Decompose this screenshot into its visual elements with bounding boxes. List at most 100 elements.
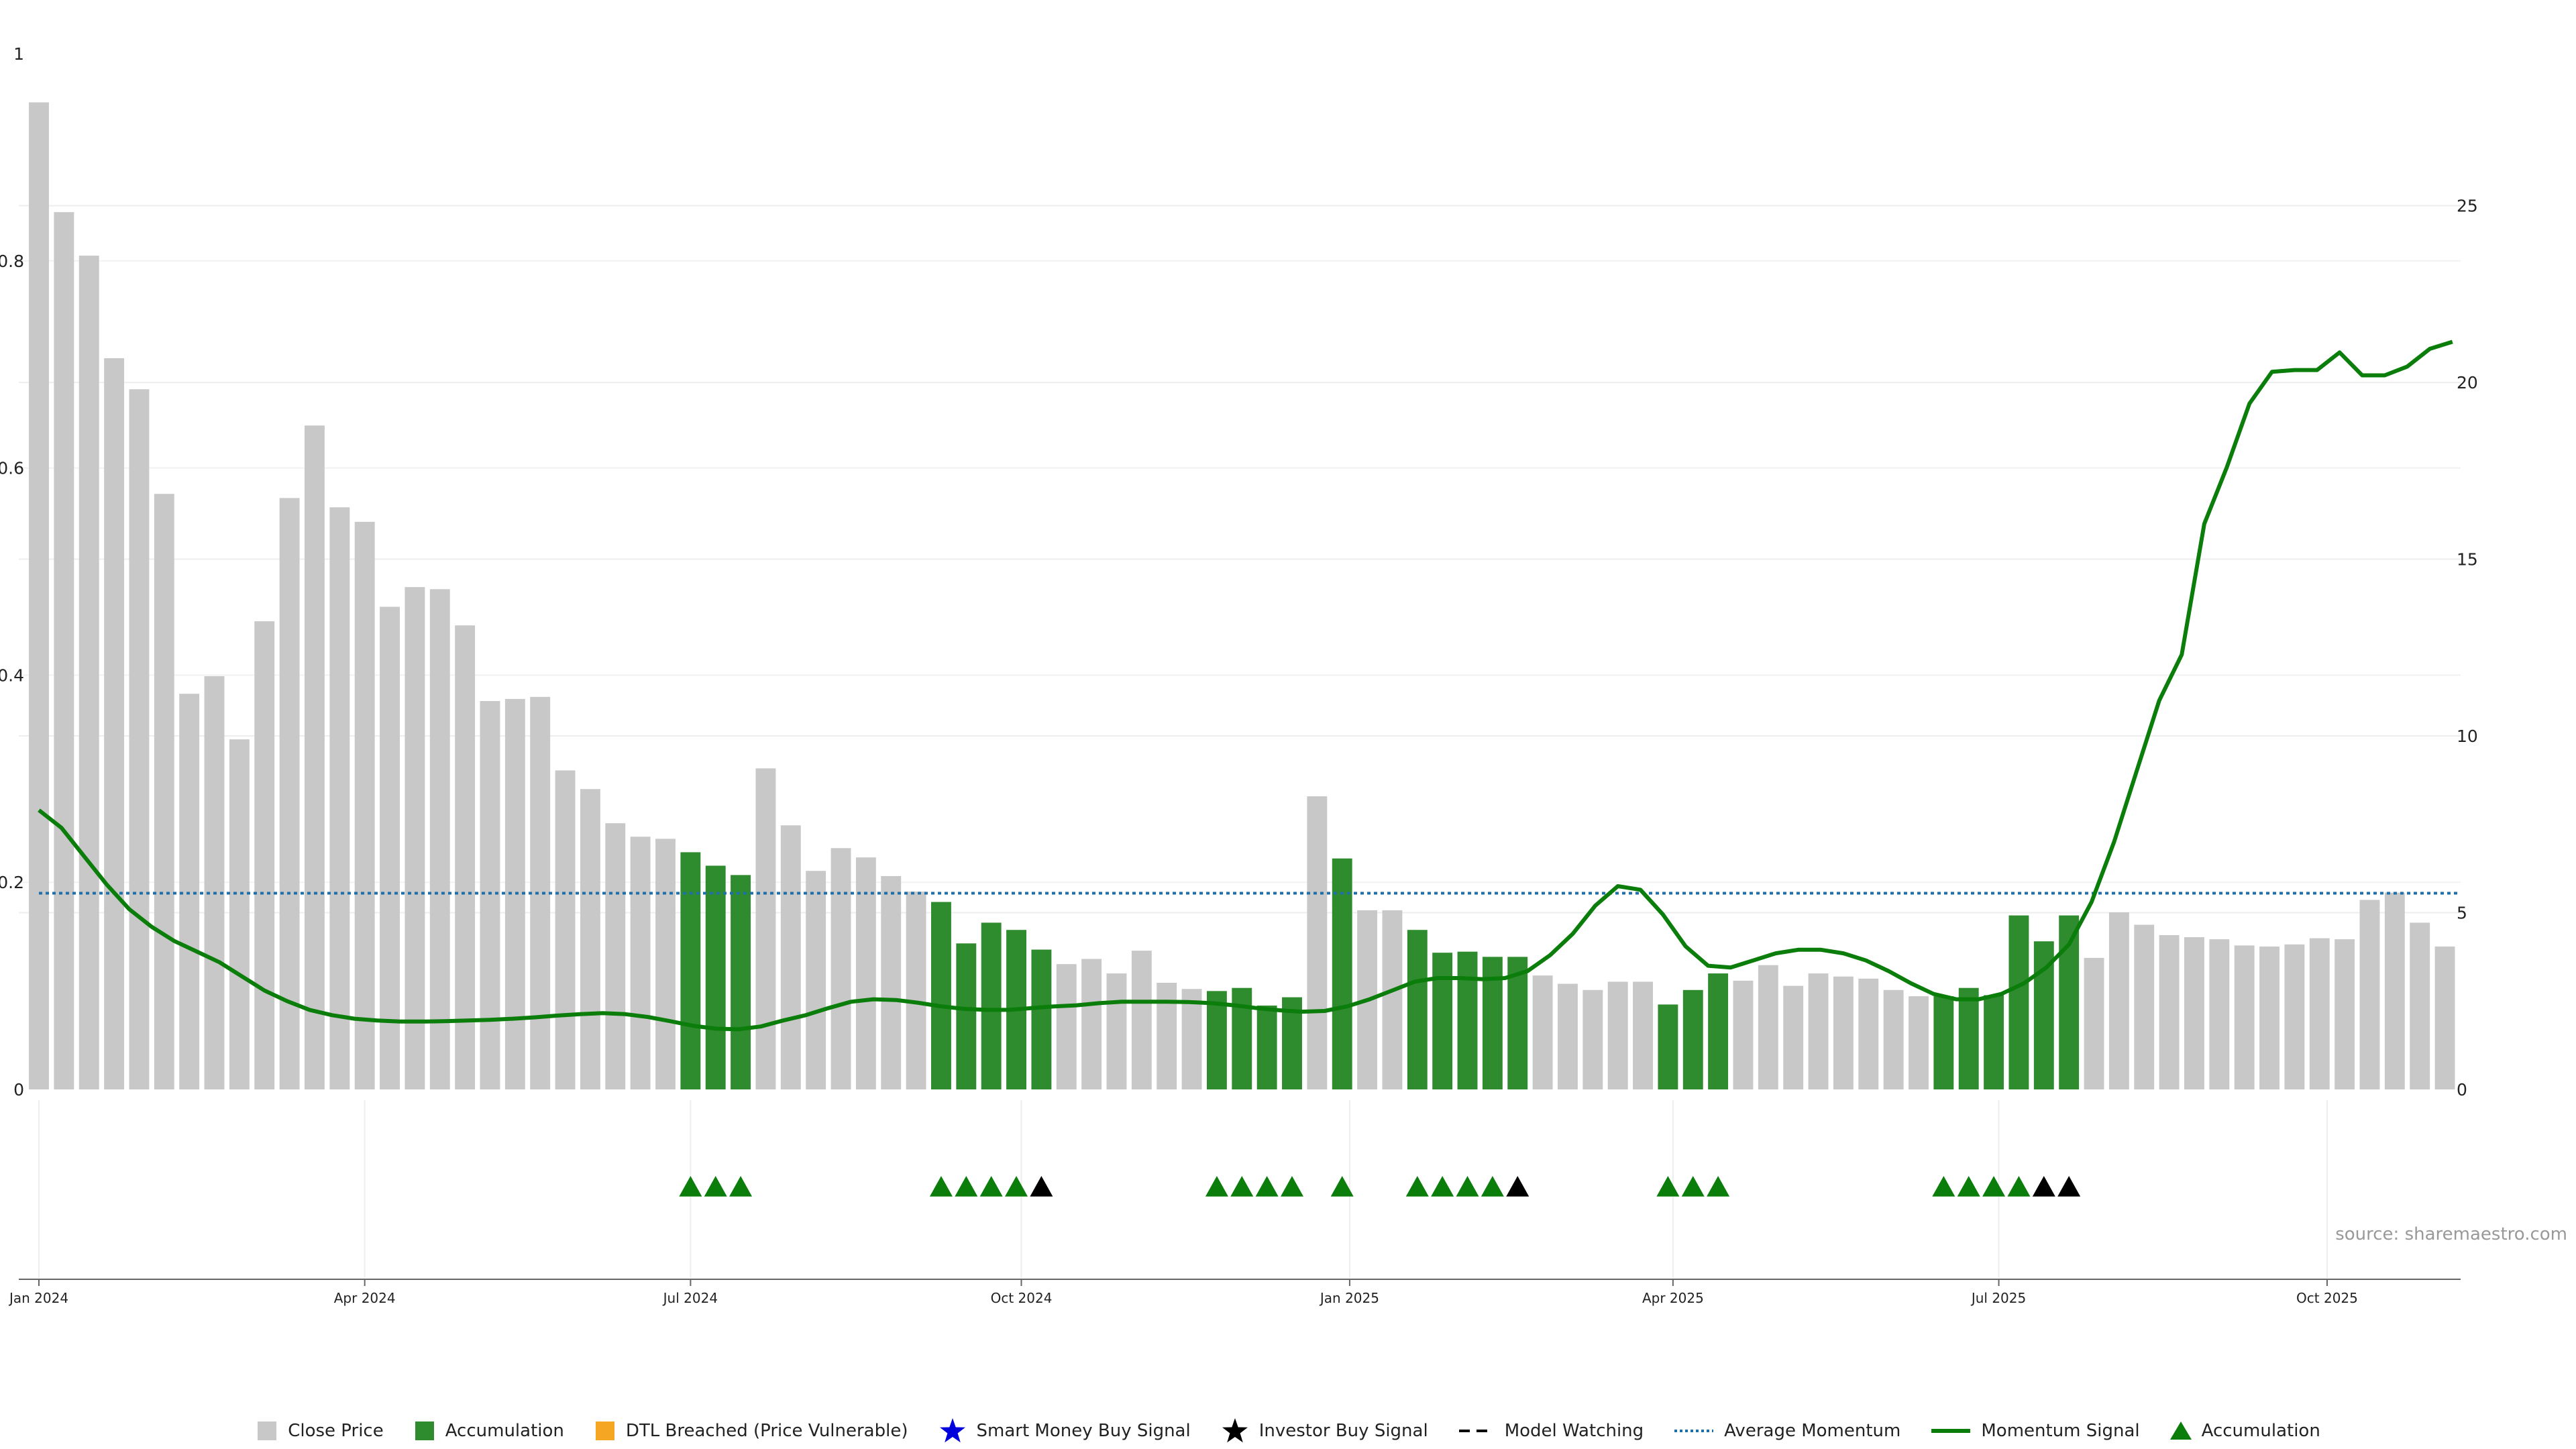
accumulation-signal-marker: [729, 1176, 753, 1197]
investor-signal-marker: [2032, 1176, 2055, 1197]
close-price-bar: [154, 494, 174, 1089]
close-price-bar: [1582, 989, 1603, 1089]
accumulation-signal-marker: [1205, 1176, 1228, 1197]
x-tick-label: Apr 2024: [334, 1290, 396, 1306]
close-price-bar: [305, 425, 325, 1089]
close-price-bar: [1307, 796, 1328, 1089]
legend-label: Average Momentum: [1724, 1421, 1901, 1441]
close-price-bar: [1858, 978, 1879, 1089]
accumulation-signal-marker: [2007, 1176, 2031, 1197]
close-price-bar: [54, 212, 74, 1090]
close-price-bar: [830, 848, 851, 1089]
accumulation-signal-marker: [1481, 1176, 1504, 1197]
close-price-bar: [455, 625, 476, 1089]
close-price-bar: [2384, 892, 2405, 1089]
close-price-bar: [279, 498, 300, 1089]
close-price-bar: [655, 839, 676, 1089]
x-tick-label: Oct 2024: [991, 1290, 1053, 1306]
accumulation-bar: [2008, 915, 2029, 1089]
legend-star: [939, 1418, 965, 1443]
accumulation-bar: [1256, 1005, 1277, 1089]
close-price-bar: [2084, 957, 2104, 1089]
close-price-bar: [429, 589, 450, 1089]
legend-line-icon: [1931, 1429, 1971, 1433]
legend-label: Momentum Signal: [1981, 1421, 2140, 1441]
legend-square-icon: [258, 1421, 277, 1440]
close-price-bar: [806, 871, 826, 1089]
legend-label: Accumulation: [2201, 1421, 2320, 1441]
accumulation-signal-marker: [1005, 1176, 1028, 1197]
close-price-bars: [29, 102, 2455, 1090]
accumulation-bar: [931, 902, 951, 1089]
close-price-bar: [229, 739, 250, 1089]
close-price-bar: [2259, 946, 2279, 1089]
close-price-bar: [1733, 980, 1754, 1089]
accumulation-signal-marker: [1330, 1176, 1354, 1197]
accumulation-signal-marker: [1281, 1176, 1303, 1197]
legend-item-avg_momentum: Average Momentum: [1673, 1419, 1900, 1442]
legend-triangle: [2169, 1421, 2192, 1440]
accumulation-bar: [1984, 995, 2004, 1089]
accumulation-signal-marker: [1957, 1176, 1980, 1197]
accumulation-signal-marker: [1656, 1176, 1680, 1197]
close-price-bar: [555, 770, 576, 1089]
close-price-bar: [129, 389, 150, 1089]
legend-item-dtl: DTL Breached (Price Vulnerable): [594, 1419, 908, 1442]
left-tick-label: 1: [13, 44, 24, 64]
accumulation-bar: [1332, 858, 1352, 1089]
close-price-bar: [780, 825, 801, 1089]
close-price-bar: [2359, 900, 2380, 1089]
accumulation-signal-marker: [1681, 1176, 1705, 1197]
investor-signal-marker: [1506, 1176, 1529, 1197]
x-tick-label: Oct 2025: [2296, 1290, 2358, 1306]
accumulation-signal-marker: [1707, 1176, 1730, 1197]
close-price-bar: [1081, 959, 1102, 1089]
close-price-bar: [1758, 965, 1778, 1089]
close-price-bar: [104, 358, 125, 1089]
accumulation-bar: [705, 865, 726, 1089]
close-price-bar: [354, 521, 375, 1089]
close-price-bar: [1833, 976, 1854, 1089]
close-price-bar: [504, 698, 525, 1089]
legend-star-icon: [939, 1418, 965, 1443]
close-price-bar: [2434, 946, 2455, 1089]
legend-item-model_watching: Model Watching: [1458, 1419, 1644, 1442]
right-tick-label: 25: [2457, 197, 2478, 216]
close-price-bar: [1883, 989, 1904, 1089]
close-price-bar: [530, 696, 551, 1089]
accumulation-signal-marker: [929, 1176, 953, 1197]
close-price-bar: [906, 892, 926, 1089]
left-tick-label: 0.8: [0, 252, 24, 271]
accumulation-bar: [1958, 987, 1979, 1089]
close-price-bar: [1633, 981, 1653, 1089]
close-price-bar: [2234, 945, 2255, 1089]
accumulation-signal-marker: [1405, 1176, 1429, 1197]
close-price-bar: [2209, 939, 2230, 1089]
x-tick-label: Jan 2024: [8, 1290, 68, 1306]
signal-markers: [679, 1176, 2081, 1197]
legend-item-close: Close Price: [256, 1419, 384, 1442]
legend-dotted-icon: [1674, 1430, 1714, 1432]
legend-label: Model Watching: [1504, 1421, 1644, 1441]
accumulation-bar: [981, 922, 1002, 1089]
accumulation-signal-marker: [679, 1176, 702, 1197]
legend-square: [258, 1421, 277, 1440]
x-tick-label: Apr 2025: [1642, 1290, 1704, 1306]
chart-legend: Close Price Accumulation DTL Breached (Pri…: [0, 1414, 2576, 1448]
close-price-bar: [1558, 983, 1578, 1089]
accumulation-bar: [1232, 987, 1252, 1089]
investor-signal-marker: [1030, 1176, 1053, 1197]
accumulation-bar: [1407, 930, 1428, 1089]
right-tick-label: 10: [2457, 727, 2478, 746]
close-price-bar: [2410, 922, 2430, 1089]
accumulation-bar: [1457, 951, 1478, 1089]
legend-label: Smart Money Buy Signal: [976, 1421, 1191, 1441]
close-price-bar: [2309, 938, 2330, 1089]
accumulation-bar: [1682, 989, 1703, 1089]
legend-item-smart_money: Smart Money Buy Signal: [938, 1416, 1191, 1446]
close-price-bar: [179, 694, 200, 1089]
accumulation-signal-marker: [955, 1176, 978, 1197]
accumulation-signal-marker: [979, 1176, 1003, 1197]
legend-label: Accumulation: [445, 1421, 564, 1441]
